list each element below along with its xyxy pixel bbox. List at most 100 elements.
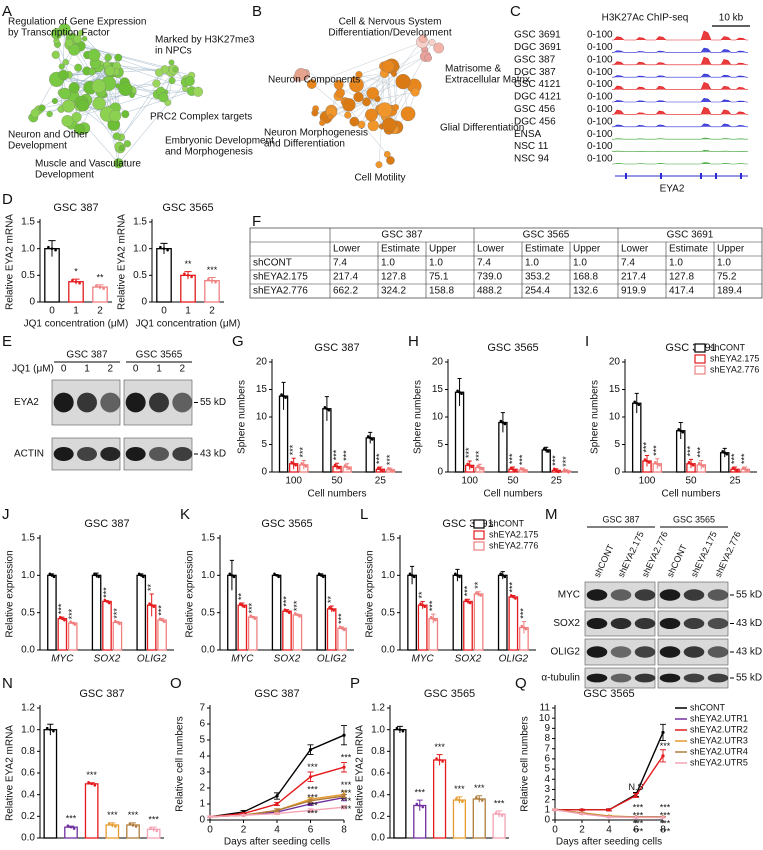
replicate-dot [381, 469, 384, 473]
replicate-dot [423, 605, 427, 608]
replicate-dot [455, 797, 458, 800]
blot-band [659, 589, 681, 601]
x-axis-label: Cell numbers [662, 489, 721, 500]
line-point [661, 815, 665, 820]
replicate-dot [102, 287, 105, 290]
network-label: Cell Motility [354, 173, 405, 184]
replicate-dot [477, 592, 480, 596]
replicate-dot [287, 611, 291, 614]
replicate-dot [655, 462, 659, 466]
table-row-label: shEYA2.776 [253, 286, 308, 297]
line-point [308, 802, 313, 806]
replicate-dot [637, 403, 641, 407]
replicate-dot [183, 272, 186, 276]
replicate-dot [238, 602, 242, 605]
replicate-dot [557, 470, 560, 474]
track-range: 0-100 [587, 154, 613, 165]
replicate-dot [466, 462, 469, 466]
signal-track [612, 137, 748, 140]
table-column: Upper [717, 244, 745, 255]
replicate-dot [69, 825, 73, 829]
network-node [38, 104, 46, 112]
blot-band [586, 673, 608, 683]
replicate-dot [345, 465, 349, 469]
x-tick-label: 50 [331, 476, 343, 487]
replicate-dot [418, 804, 422, 807]
network-node [68, 82, 80, 94]
replicate-dot [653, 460, 657, 464]
replicate-dot [643, 458, 647, 461]
replicate-dot [501, 574, 505, 577]
replicate-dot [111, 823, 114, 827]
table-cell: 217.4 [621, 272, 646, 283]
network-label: Regulation of Gene Expression [8, 17, 146, 28]
replicate-dot [553, 467, 556, 471]
replicate-dot [544, 448, 548, 452]
replicate-dot [337, 466, 341, 470]
blot-band [53, 392, 74, 413]
bar [432, 759, 447, 839]
line-point [275, 812, 279, 816]
marker-label: 43 kD [200, 449, 226, 460]
replicate-dot [335, 465, 339, 468]
legend-label: shEYA2.175 [489, 529, 538, 539]
y-tick-label: 0.0 [21, 833, 35, 844]
network-label: Glial Differentiation [440, 123, 524, 134]
replicate-dot [282, 394, 285, 398]
network-label: Cell & Nervous System [339, 17, 442, 28]
replicate-dot [66, 824, 70, 827]
network-node [155, 68, 164, 77]
replicate-dot [340, 627, 344, 630]
significance: *** [660, 826, 671, 836]
replicate-dot [71, 621, 75, 625]
replicate-dot [228, 572, 232, 576]
table-cell: 662.2 [333, 286, 358, 297]
y-tick-label: 7 [199, 703, 205, 714]
replicate-dot [733, 467, 737, 471]
significance: *** [685, 445, 695, 456]
replicate-dot [214, 280, 217, 284]
blot-group: GSC 387 [66, 350, 108, 361]
replicate-dot [277, 575, 280, 579]
y-axis-label: Relative expression [5, 550, 16, 637]
y-axis-label: Relative cell numbers [175, 716, 186, 812]
replicate-dot [95, 284, 98, 287]
replicate-dot [90, 782, 93, 786]
network-node [355, 71, 363, 79]
y-tick-label: 1.0 [371, 724, 385, 735]
network-label: by Transcription Factor [8, 28, 110, 39]
network-node [306, 79, 317, 89]
x-tick-label: 25 [375, 476, 387, 487]
signal-track [612, 162, 748, 165]
network-edge [306, 71, 385, 111]
line-series [555, 732, 664, 811]
significance: *** [307, 793, 318, 803]
blot-band [659, 618, 681, 629]
replicate-dot [377, 466, 380, 470]
line-point [661, 730, 665, 735]
y-tick-label: 1.0 [21, 724, 35, 735]
network-label: Marked by H3K27me3 [155, 35, 255, 46]
replicate-dot [232, 575, 236, 579]
y-tick-label: 1.0 [381, 570, 395, 581]
y-tick-label: 10 [609, 412, 621, 423]
replicate-dot [152, 828, 155, 831]
y-tick-label: 1.0 [21, 570, 35, 581]
line-point [342, 805, 346, 809]
replicate-dot [61, 617, 64, 620]
y-tick-label: 15 [256, 384, 268, 395]
track-name: NSC 94 [514, 154, 549, 165]
bar [92, 286, 108, 303]
line-point [342, 733, 346, 737]
y-tick-label: 1.5 [201, 533, 215, 544]
network-node [46, 110, 53, 118]
replicate-dot [412, 575, 416, 579]
legend-swatch [473, 530, 485, 540]
row-label: SOX2 [553, 618, 580, 629]
table-border [249, 227, 763, 299]
replicate-dot [456, 389, 459, 393]
x-tick-label: MYC [231, 654, 254, 665]
network-edge [347, 98, 378, 116]
significance: *** [307, 785, 318, 795]
